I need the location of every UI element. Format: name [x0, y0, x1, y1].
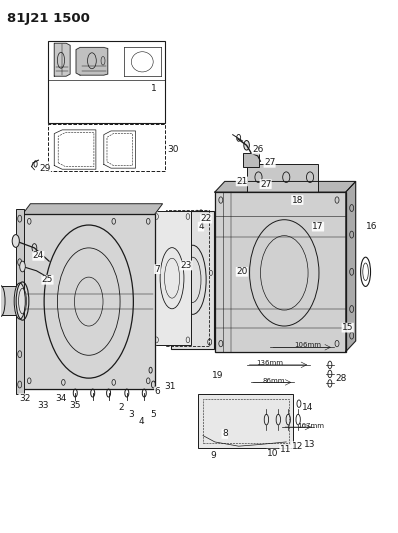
- Text: 32: 32: [19, 394, 30, 403]
- Text: 18: 18: [292, 196, 303, 205]
- Text: 14: 14: [302, 403, 314, 412]
- Text: 19: 19: [212, 371, 224, 380]
- Bar: [153, 211, 191, 345]
- Text: 20: 20: [236, 268, 248, 276]
- Ellipse shape: [14, 283, 25, 319]
- Text: 4: 4: [139, 417, 144, 426]
- Bar: [48, 41, 165, 123]
- Bar: [203, 399, 289, 443]
- Text: 5: 5: [150, 410, 156, 419]
- Polygon shape: [215, 192, 346, 352]
- Bar: [198, 394, 293, 448]
- Text: 17: 17: [312, 222, 324, 231]
- Text: 1: 1: [150, 84, 156, 93]
- Ellipse shape: [0, 286, 5, 317]
- Text: 26: 26: [252, 145, 263, 154]
- Text: 27: 27: [260, 180, 271, 189]
- Text: 25: 25: [42, 275, 53, 284]
- Bar: [166, 210, 209, 346]
- Text: 15: 15: [342, 323, 353, 332]
- Text: 136mm: 136mm: [256, 360, 283, 366]
- Bar: [247, 165, 318, 192]
- Text: 24: 24: [33, 252, 44, 260]
- Text: 12: 12: [292, 442, 303, 451]
- Bar: [1, 286, 20, 316]
- Text: 23: 23: [181, 261, 192, 270]
- Bar: [48, 124, 165, 171]
- Text: 106mm: 106mm: [294, 342, 321, 348]
- Polygon shape: [23, 214, 154, 389]
- Text: 35: 35: [70, 401, 81, 410]
- Bar: [23, 214, 154, 389]
- Bar: [244, 154, 259, 166]
- Text: 6: 6: [154, 387, 160, 396]
- Polygon shape: [23, 204, 162, 214]
- Text: 9: 9: [210, 451, 216, 460]
- Text: 2: 2: [119, 403, 125, 412]
- Ellipse shape: [20, 261, 25, 272]
- Text: 27: 27: [264, 158, 275, 167]
- Text: 11: 11: [280, 446, 291, 455]
- Text: 13: 13: [304, 440, 315, 449]
- Polygon shape: [76, 47, 108, 75]
- Text: 3: 3: [129, 410, 135, 419]
- Polygon shape: [215, 181, 356, 192]
- Bar: [16, 209, 25, 394]
- Text: 34: 34: [55, 394, 67, 403]
- Text: 167mm: 167mm: [297, 423, 324, 429]
- Text: 30: 30: [168, 145, 179, 154]
- Ellipse shape: [244, 141, 250, 150]
- Text: 10: 10: [267, 449, 278, 458]
- Text: 16: 16: [366, 222, 377, 231]
- Text: 28: 28: [335, 374, 347, 383]
- Text: 22: 22: [201, 214, 212, 223]
- Text: 31: 31: [165, 382, 176, 391]
- Text: 21: 21: [236, 177, 248, 186]
- Polygon shape: [54, 43, 70, 76]
- Text: 86mm: 86mm: [262, 378, 285, 384]
- Text: 8: 8: [222, 430, 228, 439]
- Ellipse shape: [12, 235, 20, 247]
- Text: 33: 33: [38, 401, 49, 410]
- Bar: [215, 192, 346, 352]
- Text: 7: 7: [154, 265, 160, 273]
- Text: 29: 29: [39, 164, 51, 173]
- Text: 4: 4: [198, 222, 204, 231]
- Polygon shape: [346, 181, 356, 352]
- Text: 81J21 1500: 81J21 1500: [7, 12, 90, 26]
- Bar: [171, 211, 214, 349]
